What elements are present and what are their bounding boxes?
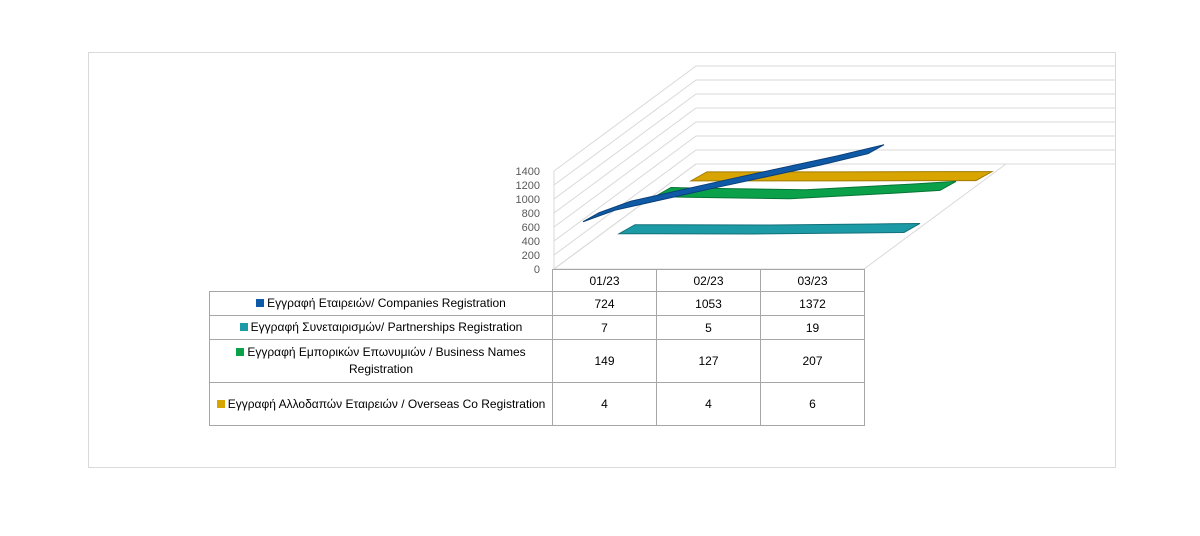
gridline bbox=[553, 107, 697, 214]
y-tick-label: 1400 bbox=[516, 166, 540, 178]
gridline bbox=[553, 149, 697, 256]
data-table: 01/23 02/23 03/23 Εγγραφή Εταιρειών/ Com… bbox=[209, 269, 865, 426]
legend-entry: Εγγραφή Εταιρειών/ Companies Registratio… bbox=[209, 291, 553, 316]
table-row: Εγγραφή Εταιρειών/ Companies Registratio… bbox=[209, 291, 865, 316]
series-name: Εγγραφή Εταιρειών/ Companies Registratio… bbox=[267, 296, 506, 310]
y-tick-label: 600 bbox=[522, 222, 540, 234]
y-tick-label: 200 bbox=[522, 250, 540, 262]
y-tick-label: 1200 bbox=[516, 180, 540, 192]
legend-swatch bbox=[216, 399, 225, 408]
legend-swatch bbox=[236, 348, 245, 356]
table-row: Εγγραφή Εμπορικών Επωνυμιών / Business N… bbox=[209, 339, 865, 383]
legend-entry: Εγγραφή Εμπορικών Επωνυμιών / Business N… bbox=[209, 339, 553, 383]
series-name: Εγγραφή Εμπορικών Επωνυμιών / Business N… bbox=[247, 345, 526, 376]
data-label: 5 bbox=[656, 315, 761, 340]
y-tick-label: 800 bbox=[522, 208, 540, 220]
data-label: 1053 bbox=[656, 291, 761, 316]
series-ribbon bbox=[582, 144, 885, 223]
data-label: 4 bbox=[656, 382, 761, 426]
data-label: 6 bbox=[760, 382, 865, 426]
y-tick-label: 400 bbox=[522, 236, 540, 248]
series-ribbon bbox=[617, 222, 921, 235]
legend-entry: Εγγραφή Αλλοδαπών Εταιρειών / Overseas C… bbox=[209, 382, 553, 426]
gridline bbox=[553, 93, 697, 200]
data-label: 1372 bbox=[760, 291, 865, 316]
series-line bbox=[617, 222, 921, 235]
gridline bbox=[553, 65, 697, 172]
data-label: 7 bbox=[552, 315, 657, 340]
table-row: Εγγραφή Συνεταιρισμών/ Partnerships Regi… bbox=[209, 315, 865, 340]
data-label: 207 bbox=[760, 339, 865, 383]
data-label: 127 bbox=[656, 339, 761, 383]
table-header-row: 01/23 02/23 03/23 bbox=[209, 269, 865, 292]
table-row: Εγγραφή Αλλοδαπών Εταιρειών / Overseas C… bbox=[209, 382, 865, 426]
legend-swatch bbox=[256, 299, 265, 307]
category-label: 01/23 bbox=[552, 269, 657, 292]
series-name: Εγγραφή Αλλοδαπών Εταιρειών / Overseas C… bbox=[227, 396, 546, 411]
series-name: Εγγραφή Συνεταιρισμών/ Partnerships Regi… bbox=[250, 320, 523, 334]
table-corner bbox=[209, 269, 553, 292]
gridline bbox=[553, 135, 697, 242]
legend-swatch bbox=[239, 323, 248, 331]
gridline bbox=[553, 79, 697, 186]
data-label: 19 bbox=[760, 315, 865, 340]
category-label: 02/23 bbox=[656, 269, 761, 292]
gridline bbox=[553, 121, 697, 228]
series-line bbox=[582, 144, 885, 223]
category-label: 03/23 bbox=[760, 269, 865, 292]
data-label: 149 bbox=[552, 339, 657, 383]
data-label: 4 bbox=[552, 382, 657, 426]
data-label: 724 bbox=[552, 291, 657, 316]
y-tick-label: 1000 bbox=[516, 194, 540, 206]
legend-entry: Εγγραφή Συνεταιρισμών/ Partnerships Regi… bbox=[209, 315, 553, 340]
